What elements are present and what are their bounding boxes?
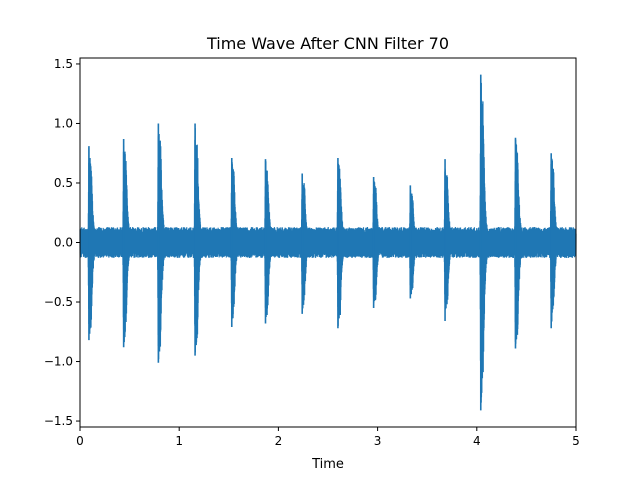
x-tick-label: 4: [473, 434, 481, 448]
x-tick-label: 2: [275, 434, 283, 448]
plot-area: [79, 58, 577, 427]
y-tick-label: −1.0: [44, 355, 73, 369]
x-tick-label: 1: [175, 434, 183, 448]
x-tick-label: 5: [572, 434, 580, 448]
waveform-series: [79, 74, 577, 411]
y-tick-label: 1.0: [54, 116, 73, 130]
x-tick-label: 0: [76, 434, 84, 448]
y-tick-label: 1.5: [54, 57, 73, 71]
waveform-line: [79, 82, 577, 403]
x-axis-label: Time: [311, 457, 344, 472]
y-tick-label: −0.5: [44, 295, 73, 309]
y-tick-label: 0.5: [54, 176, 73, 190]
y-axis: −1.5 −1.0 −0.5 0.0 0.5 1.0 1.5: [44, 57, 80, 428]
y-tick-label: 0.0: [54, 236, 73, 250]
chart-title: Time Wave After CNN Filter 70: [206, 34, 449, 53]
x-tick-label: 3: [374, 434, 382, 448]
plot-frame: [79, 57, 577, 428]
x-axis: 0 1 2 3 4 5: [76, 427, 580, 448]
y-tick-label: −1.5: [44, 414, 73, 428]
